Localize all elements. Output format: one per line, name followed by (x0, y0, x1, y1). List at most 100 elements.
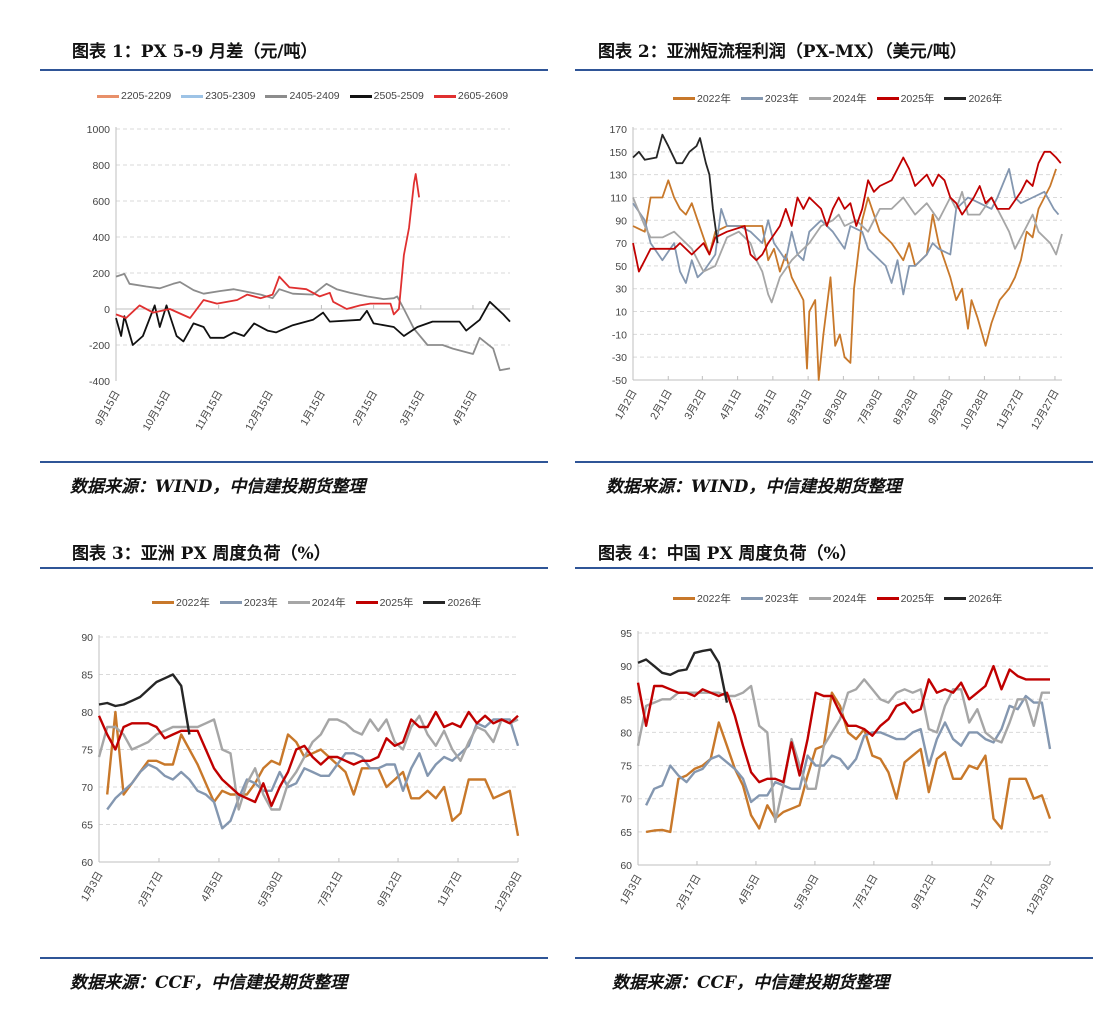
legend-label: 2024年 (311, 597, 346, 609)
y-tick-label: 65 (81, 820, 93, 832)
x-tick-label: 1月15日 (298, 389, 328, 428)
chart-2-title: 图表 2：亚洲短流程利润（PX-MX）（美元/吨） (598, 42, 967, 62)
y-tick-label: 95 (620, 628, 632, 640)
chart-3-source: 数据来源：CCF，中信建投期货整理 (70, 973, 348, 993)
y-tick-label: 150 (609, 147, 627, 159)
x-tick-label: 11月27日 (994, 388, 1026, 432)
chart-3-legend: 2022年 2023年 2024年 2025年 2026年 (152, 595, 481, 610)
legend-swatch (355, 601, 378, 604)
series-line-2023年 (106, 718, 520, 830)
divider (575, 957, 1093, 959)
legend-label: 2205-2209 (121, 90, 172, 102)
legend-swatch (944, 97, 967, 100)
series-line-2605-2609 (115, 173, 420, 319)
x-tick-label: 1月3日 (79, 870, 106, 904)
legend-swatch (673, 597, 695, 600)
y-tick-label: 400 (92, 232, 110, 244)
legend-swatch (808, 97, 831, 100)
y-tick-label: 90 (620, 661, 632, 673)
y-tick-label: 60 (620, 860, 632, 872)
legend-swatch (876, 97, 899, 100)
legend-item: 2024年 (808, 591, 867, 606)
x-tick-label: 2月17日 (674, 873, 704, 912)
divider (575, 69, 1093, 71)
y-tick-label: 80 (81, 707, 93, 719)
chart-2-source: 数据来源：WIND，中信建投期货整理 (606, 477, 902, 497)
legend-label: 2026年 (968, 93, 1003, 105)
x-tick-label: 3月2日 (682, 388, 709, 422)
legend-label: 2505-2509 (373, 90, 424, 102)
y-tick-label: 110 (610, 192, 627, 204)
x-tick-label: 12月27日 (1029, 388, 1062, 432)
legend-swatch (876, 597, 899, 600)
legend-item: 2025年 (355, 595, 414, 610)
y-tick-label: 30 (615, 284, 627, 296)
series-line-2026年 (632, 133, 719, 244)
x-tick-label: 4月5日 (199, 870, 226, 904)
legend-label: 2023年 (764, 593, 799, 605)
x-tick-label: 2月17日 (136, 870, 166, 909)
legend-item: 2024年 (808, 91, 867, 106)
chart-4-china-px-load: 60 65 70 75 80 85 90 95 1月3日 2月17日 4月5日 5月30日 7月21日 9… (618, 628, 1057, 917)
legend-swatch (219, 601, 242, 604)
series-line-2022年 (645, 691, 1052, 834)
y-tick-label: 10 (615, 307, 627, 319)
x-tick-label: 10月28日 (958, 388, 991, 432)
legend-item: 2022年 (152, 595, 210, 610)
divider (575, 461, 1093, 463)
legend-item: 2023年 (740, 591, 799, 606)
x-tick-label: 5月30日 (256, 870, 286, 909)
y-tick-label: 130 (609, 170, 627, 182)
chart-1-legend: 2205-2209 2305-2309 2405-2409 2505-2509 2605… (97, 90, 508, 102)
y-tick-label: 80 (620, 727, 632, 739)
legend-label: 2024年 (832, 93, 867, 105)
legend-label: 2025年 (379, 597, 414, 609)
divider (40, 461, 548, 463)
x-tick-label: 4月15日 (450, 389, 480, 428)
y-tick-label: 90 (81, 632, 93, 644)
legend-item: 2205-2209 (97, 90, 171, 102)
chart-3-title: 图表 3：亚洲 PX 周度负荷（%） (72, 544, 331, 564)
chart-4-title: 图表 4：中国 PX 周度负荷（%） (598, 544, 857, 564)
legend-label: 2023年 (764, 93, 799, 105)
legend-item: 2305-2309 (181, 90, 255, 102)
y-tick-label: 600 (92, 196, 110, 208)
x-tick-label: 4月1日 (717, 388, 744, 422)
y-tick-label: 0 (104, 304, 110, 316)
legend-item: 2025年 (876, 91, 934, 106)
y-tick-label: 50 (615, 261, 627, 273)
legend-label: 2022年 (697, 593, 731, 605)
y-tick-label: 60 (81, 857, 93, 869)
x-tick-label: 9月15日 (93, 389, 123, 428)
legend-swatch (740, 597, 763, 600)
legend-label: 2026年 (968, 593, 1003, 605)
series-line-2026年 (637, 648, 729, 703)
y-tick-label: 800 (92, 160, 110, 172)
legend-swatch (181, 94, 204, 98)
series-line-2024年 (632, 190, 1063, 304)
legend-item: 2023年 (219, 595, 278, 610)
x-tick-label: 3月15日 (398, 389, 428, 428)
x-tick-label: 2月1日 (648, 388, 675, 422)
legend-label: 2023年 (243, 597, 278, 609)
x-tick-label: 5月30日 (792, 873, 822, 912)
x-tick-label: 5月31日 (785, 388, 815, 427)
y-tick-label: 85 (81, 670, 93, 682)
x-tick-label: 7月21日 (851, 873, 881, 912)
legend-swatch (423, 601, 446, 604)
legend-item: 2605-2609 (433, 90, 508, 102)
legend-item: 2405-2409 (265, 90, 340, 102)
x-tick-label: 9月28日 (926, 388, 956, 427)
legend-item: 2505-2509 (349, 90, 424, 102)
y-tick-label: 75 (620, 761, 632, 773)
series-line-2022年 (632, 168, 1057, 381)
legend-swatch (740, 97, 763, 100)
chart-1-title: 图表 1：PX 5-9 月差（元/吨） (72, 42, 318, 62)
legend-label: 2022年 (697, 93, 731, 105)
series-line-2505-2509 (115, 300, 511, 346)
y-tick-label: 1000 (87, 124, 111, 136)
y-tick-label: 85 (620, 694, 632, 706)
y-tick-label: 170 (609, 124, 627, 136)
divider (40, 957, 548, 959)
